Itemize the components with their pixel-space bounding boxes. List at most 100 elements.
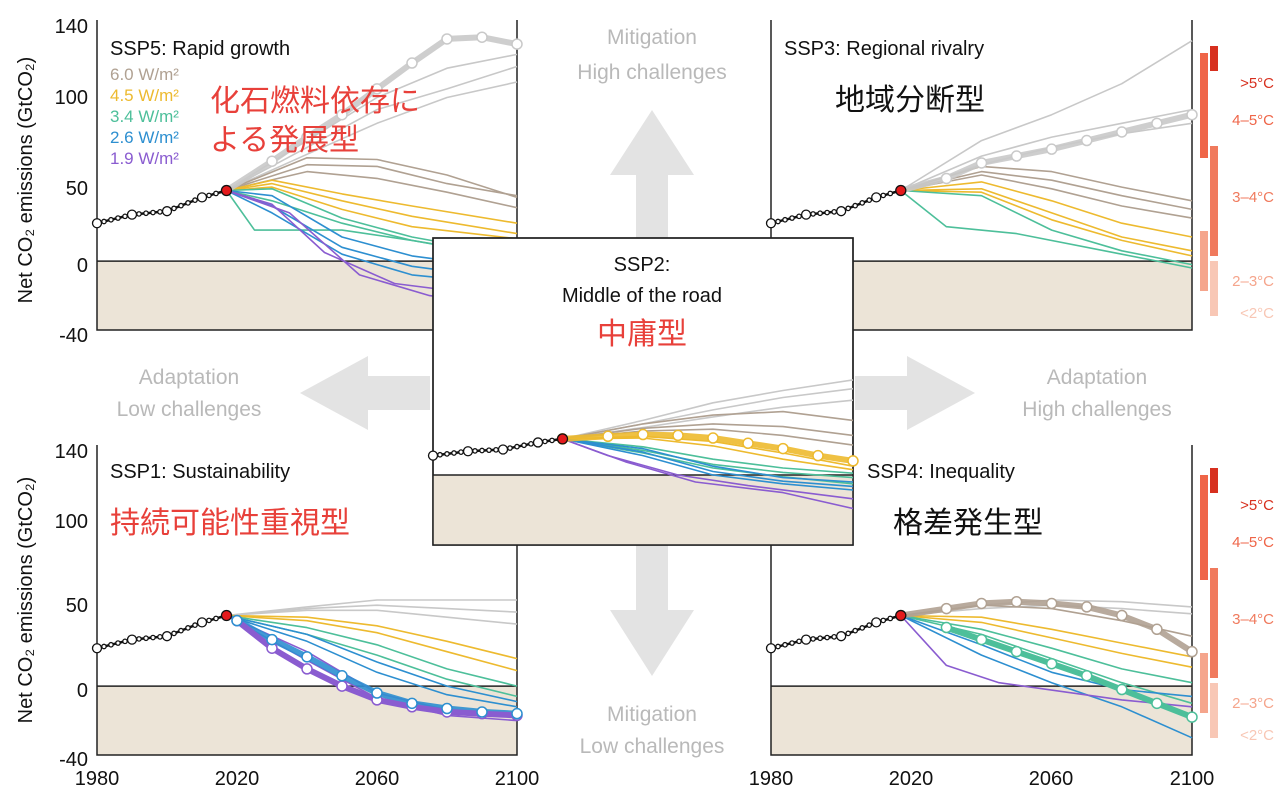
warming-label: 3–4°C <box>1232 611 1274 628</box>
historical-point <box>817 635 823 642</box>
historical-point <box>157 209 163 215</box>
historical-point <box>126 634 138 645</box>
y-tick-neg40-top: -40 <box>59 325 88 347</box>
historical-point <box>532 437 544 448</box>
historical-point <box>775 218 781 225</box>
historical-point <box>136 211 142 217</box>
marker-point <box>336 108 348 121</box>
warming-label: 4–5°C <box>1232 534 1274 551</box>
historical-point <box>161 631 173 642</box>
historical-point <box>178 202 184 209</box>
marker-point <box>336 670 348 682</box>
current-year-point <box>220 184 233 197</box>
series-line <box>900 188 1193 252</box>
warming-bar-lt2 <box>1210 683 1218 738</box>
series-line <box>562 438 854 483</box>
arrow-labels: Mitigation High challenges Mitigation Lo… <box>117 26 1172 758</box>
historical-point <box>880 617 887 624</box>
marker-point <box>1151 697 1163 710</box>
marker-point <box>940 602 953 615</box>
historical-point <box>514 443 520 450</box>
marker-point <box>940 621 953 634</box>
historical-point <box>143 635 149 642</box>
warming-bar-2-3 <box>1200 231 1208 291</box>
historical-point <box>859 200 866 206</box>
series-line <box>226 186 518 240</box>
series-line <box>226 614 518 672</box>
historical-point <box>507 445 513 451</box>
ssp3-title: SSP3: Regional rivalry <box>784 38 984 60</box>
historical-point <box>810 636 816 642</box>
arrow-down-label-line2: Low challenges <box>580 735 725 758</box>
series-line <box>226 599 517 617</box>
current-year-point <box>895 609 907 622</box>
panel-ssp4 <box>765 445 1198 756</box>
historical-point <box>115 215 121 221</box>
series-line <box>900 108 1193 192</box>
legend-3-4: 3.4 W/m² <box>110 107 179 126</box>
arrow-right-label-line1: Adaptation <box>1047 366 1147 389</box>
series-line <box>900 614 1193 658</box>
historical-point <box>150 634 156 641</box>
historical-point <box>497 444 509 455</box>
warming-bar-4-5 <box>1200 475 1208 580</box>
arrow-down-label-line1: Mitigation <box>607 703 697 726</box>
historical-point <box>866 197 873 203</box>
historical-point <box>782 641 788 648</box>
historical-point <box>444 451 450 457</box>
arrow-down <box>610 545 694 676</box>
marker-point <box>511 707 523 720</box>
series-line <box>226 157 518 199</box>
historical-point <box>817 210 823 217</box>
historical-point <box>213 190 219 197</box>
series-line <box>562 379 854 440</box>
series-line <box>226 604 518 617</box>
historical-point <box>845 630 852 637</box>
y-axis-labels: Net CO₂ emissions (GtCO₂) Net CO₂ emissi… <box>15 16 88 771</box>
arrow-left-label-line1: Adaptation <box>139 366 239 389</box>
y-tick-100-top: 100 <box>55 87 88 109</box>
warming-label: <2°C <box>1240 305 1274 322</box>
current-year-point <box>220 609 233 622</box>
y-tick-neg40-bottom: -40 <box>59 749 88 771</box>
marker-point <box>940 172 953 185</box>
warming-bar-gt5-b <box>1210 46 1218 71</box>
ssp1-title: SSP1: Sustainability <box>110 461 290 483</box>
historical-point <box>458 449 464 455</box>
marker-point <box>1081 670 1093 682</box>
warming-bar-3-4 <box>1210 568 1218 678</box>
historical-point <box>859 625 866 631</box>
historical-point <box>836 206 847 217</box>
historical-point <box>136 636 142 642</box>
historical-point <box>782 216 788 223</box>
warming-label: >5°C <box>1240 75 1274 92</box>
marker-point <box>1151 117 1163 130</box>
marker-point <box>441 33 453 45</box>
historical-point <box>880 192 887 199</box>
warming-label: 4–5°C <box>1232 112 1274 129</box>
historical-point <box>91 218 103 229</box>
warming-label: >5°C <box>1240 497 1274 514</box>
historical-point <box>108 216 114 223</box>
panel-ssp5-text: SSP5: Rapid growth 6.0 W/m² 4.5 W/m² 3.4… <box>110 38 420 168</box>
historical-point <box>852 202 859 209</box>
panel-border <box>432 237 854 546</box>
historical-point <box>810 211 816 217</box>
historical-point <box>192 622 198 628</box>
series-line <box>900 614 1193 739</box>
marker-point <box>812 449 824 462</box>
historical-point <box>427 450 439 461</box>
y-tick-140-bottom: 140 <box>55 441 88 463</box>
panel-ssp1 <box>91 445 523 756</box>
ssp4-jp: 格差発生型 <box>893 507 1043 540</box>
historical-point <box>796 638 802 645</box>
panel-axes <box>96 20 518 331</box>
historical-point <box>831 634 838 640</box>
marker-point <box>742 437 754 450</box>
marker-point <box>301 651 313 663</box>
legend-2-6: 2.6 W/m² <box>110 128 179 147</box>
series-line <box>900 181 1193 238</box>
y-axis-title-top: Net CO₂ emissions (GtCO₂) <box>15 57 37 304</box>
series-line <box>226 614 518 660</box>
